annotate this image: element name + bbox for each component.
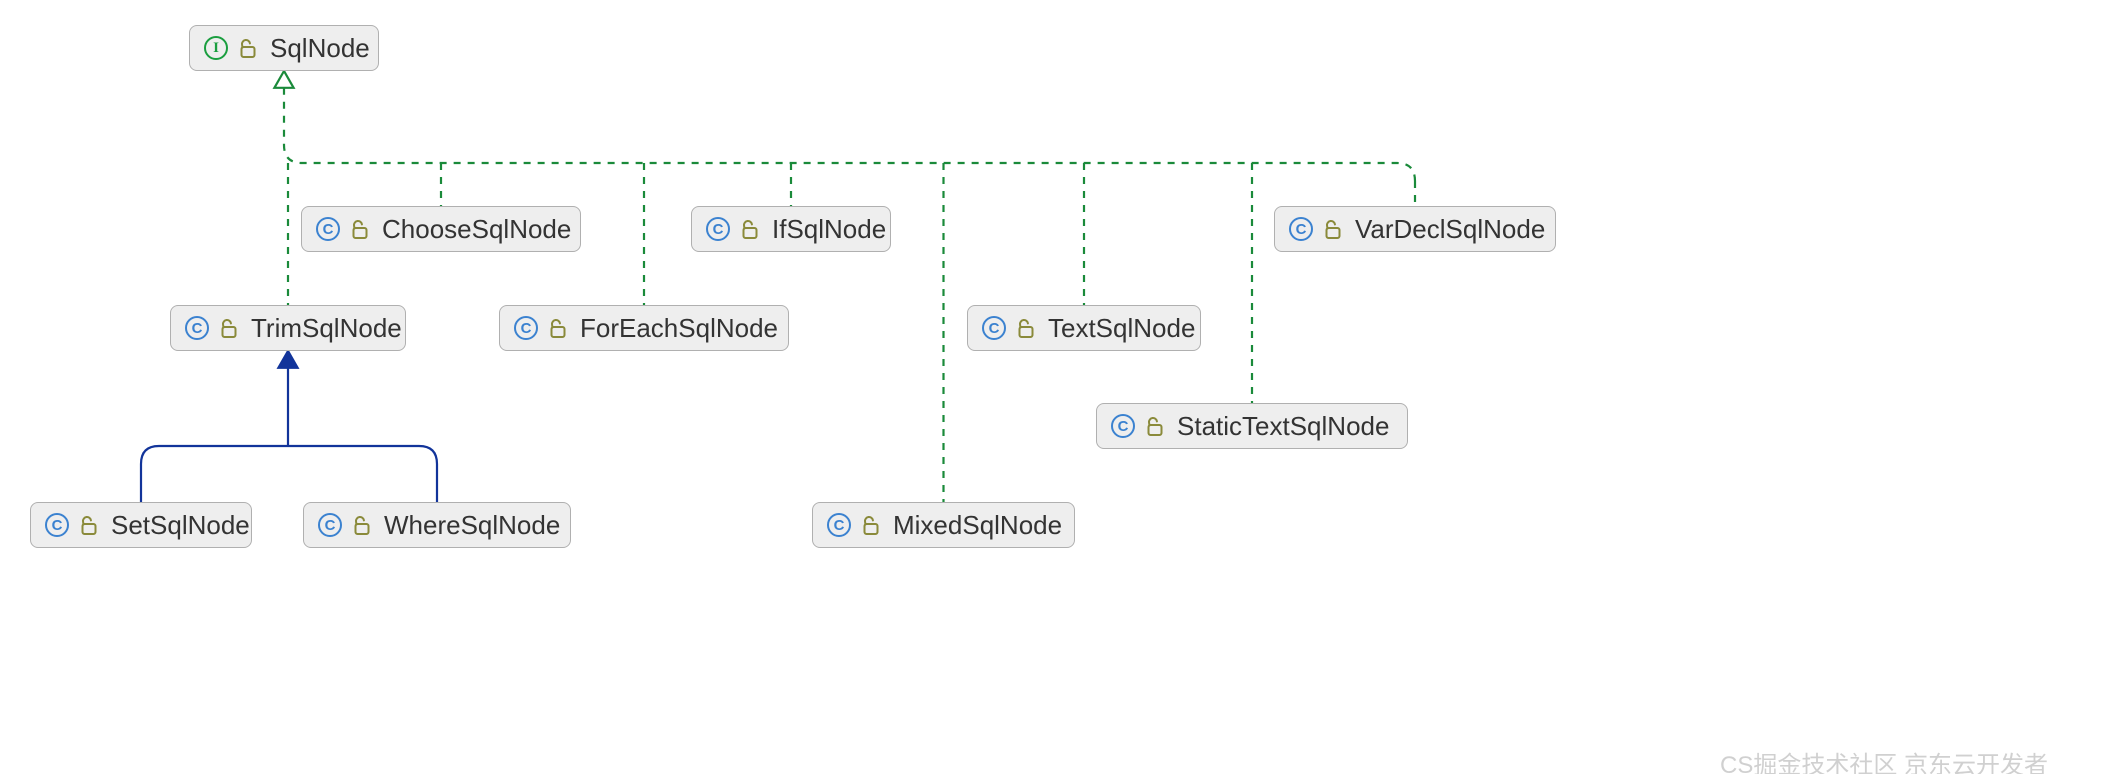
class-icon: C — [316, 217, 340, 241]
class-icon: C — [827, 513, 851, 537]
class-icon: C — [982, 316, 1006, 340]
unlock-icon — [546, 316, 570, 340]
unlock-icon — [236, 36, 260, 60]
unlock-icon — [348, 217, 372, 241]
node-TextSqlNode: C TextSqlNode — [967, 305, 1201, 351]
class-icon: C — [1111, 414, 1135, 438]
node-label: ForEachSqlNode — [580, 313, 778, 344]
node-label: VarDeclSqlNode — [1355, 214, 1545, 245]
class-icon: C — [185, 316, 209, 340]
unlock-icon — [350, 513, 374, 537]
node-label: IfSqlNode — [772, 214, 886, 245]
unlock-icon — [1014, 316, 1038, 340]
unlock-icon — [1143, 414, 1167, 438]
node-ForEachSqlNode: C ForEachSqlNode — [499, 305, 789, 351]
node-label: SqlNode — [270, 33, 370, 64]
unlock-icon — [217, 316, 241, 340]
unlock-icon — [738, 217, 762, 241]
node-WhereSqlNode: C WhereSqlNode — [303, 502, 571, 548]
interface-icon: I — [204, 36, 228, 60]
node-StaticTextSqlNode: C StaticTextSqlNode — [1096, 403, 1408, 449]
node-label: ChooseSqlNode — [382, 214, 571, 245]
unlock-icon — [859, 513, 883, 537]
node-label: MixedSqlNode — [893, 510, 1062, 541]
node-IfSqlNode: C IfSqlNode — [691, 206, 891, 252]
node-SetSqlNode: C SetSqlNode — [30, 502, 252, 548]
node-VarDeclSqlNode: C VarDeclSqlNode — [1274, 206, 1556, 252]
node-label: WhereSqlNode — [384, 510, 560, 541]
watermark: CS掘金技术社区 京东云开发者 — [1720, 745, 2048, 774]
class-icon: C — [318, 513, 342, 537]
node-MixedSqlNode: C MixedSqlNode — [812, 502, 1075, 548]
class-icon: C — [45, 513, 69, 537]
class-icon: C — [706, 217, 730, 241]
node-TrimSqlNode: C TrimSqlNode — [170, 305, 406, 351]
unlock-icon — [1321, 217, 1345, 241]
node-label: StaticTextSqlNode — [1177, 411, 1389, 442]
node-label: TextSqlNode — [1048, 313, 1195, 344]
node-label: SetSqlNode — [111, 510, 250, 541]
class-icon: C — [514, 316, 538, 340]
node-label: TrimSqlNode — [251, 313, 402, 344]
node-SqlNode: I SqlNode — [189, 25, 379, 71]
class-icon: C — [1289, 217, 1313, 241]
unlock-icon — [77, 513, 101, 537]
node-ChooseSqlNode: C ChooseSqlNode — [301, 206, 581, 252]
connector-layer — [0, 0, 2104, 774]
